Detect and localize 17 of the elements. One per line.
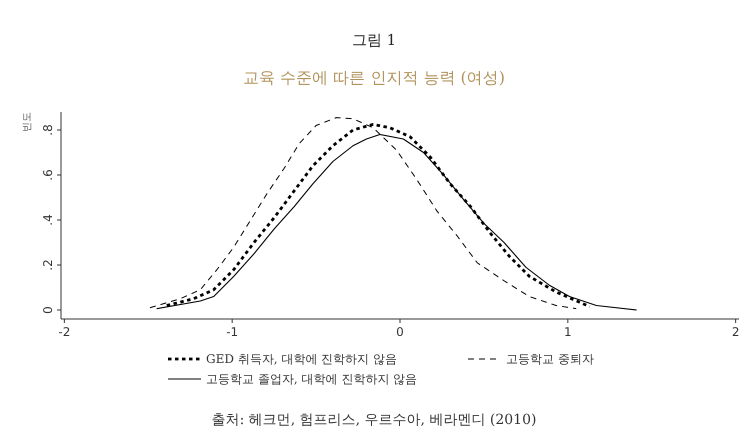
legend-label: 고등학교 졸업자, 대학에 진학하지 않음 xyxy=(206,372,418,386)
legend-label: GED 취득자, 대학에 진학하지 않음 xyxy=(206,352,398,366)
y-axis-title: 빈도 xyxy=(22,112,33,132)
x-tick-label: 0 xyxy=(396,325,404,339)
x-tick-label: -1 xyxy=(226,325,238,339)
legend-label: 고등학교 중퇴자 xyxy=(506,352,594,366)
chart-title: 그림 1 xyxy=(352,31,396,49)
source-note: 출처: 헤크먼, 험프리스, 우르수아, 베라멘디 (2010) xyxy=(212,412,536,428)
y-tick-label: .8 xyxy=(41,124,55,136)
y-tick-label: .2 xyxy=(41,259,55,271)
y-tick-label: .4 xyxy=(41,214,55,226)
x-tick-label: 1 xyxy=(564,325,572,339)
y-tick-label: .6 xyxy=(41,169,55,181)
y-tick-label: 0 xyxy=(41,306,55,314)
x-tick-label: -2 xyxy=(58,325,70,339)
x-tick-label: 2 xyxy=(732,325,740,339)
chart-subtitle: 교육 수준에 따른 인지적 능력 (여성) xyxy=(243,68,505,87)
